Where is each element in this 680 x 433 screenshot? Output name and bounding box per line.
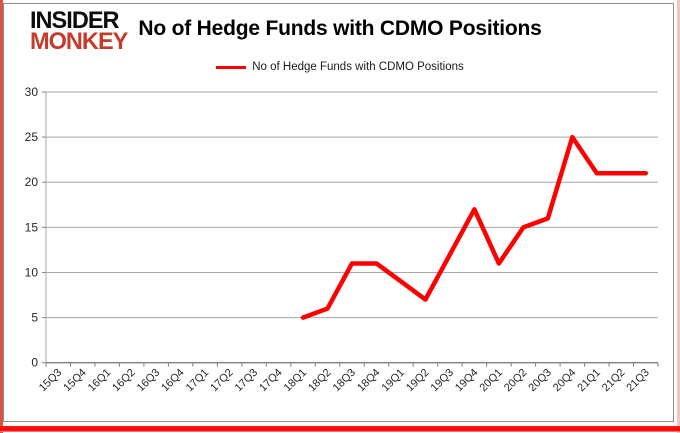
logo-line2: MONKEY <box>30 28 128 55</box>
x-tick-label: 18Q4 <box>355 367 383 395</box>
x-tick-label: 19Q3 <box>429 367 457 395</box>
y-tick-label: 30 <box>25 85 39 99</box>
x-tick-label: 18Q1 <box>282 367 310 395</box>
x-tick-label: 19Q2 <box>404 367 432 395</box>
x-tick-label: 21Q1 <box>575 367 603 395</box>
insider-monkey-logo: INSIDER MONKEY <box>30 7 128 55</box>
x-tick-label: 16Q2 <box>110 367 138 395</box>
x-tick-label: 20Q4 <box>551 367 579 395</box>
x-tick-label: 21Q2 <box>600 367 628 395</box>
x-tick-label: 20Q3 <box>526 367 554 395</box>
data-series-line <box>300 134 649 320</box>
page-frame-bottom <box>0 426 680 432</box>
x-tick-label: 17Q3 <box>233 367 261 395</box>
chart-legend: No of Hedge Funds with CDMO Positions <box>0 61 680 73</box>
logo-line1: INSIDER <box>30 7 120 34</box>
chart-title: No of Hedge Funds with CDMO Positions <box>138 17 542 40</box>
x-tick-label: 20Q2 <box>502 367 530 395</box>
x-tick-label: 17Q2 <box>208 367 236 395</box>
x-tick-label: 19Q4 <box>453 367 481 395</box>
x-tick-label: 17Q4 <box>257 367 285 395</box>
x-tick-label: 16Q3 <box>135 367 163 395</box>
chart-area-border <box>3 3 674 422</box>
y-tick-label: 0 <box>31 356 38 370</box>
legend-line-swatch <box>216 65 247 69</box>
x-tick-label: 18Q3 <box>331 367 359 395</box>
x-tick-label: 19Q1 <box>380 367 408 395</box>
x-tick-label: 21Q3 <box>624 367 652 395</box>
x-tick-label: 18Q2 <box>306 367 334 395</box>
legend-label: No of Hedge Funds with CDMO Positions <box>252 61 464 73</box>
x-tick-label: 20Q1 <box>477 367 505 395</box>
y-tick-label: 5 <box>31 311 38 325</box>
y-tick-label: 10 <box>25 265 39 279</box>
x-tick-label: 16Q1 <box>86 367 114 395</box>
y-tick-label: 25 <box>25 130 39 144</box>
x-tick-label: 15Q3 <box>37 367 65 395</box>
x-tick-label: 16Q4 <box>159 367 187 395</box>
x-tick-label: 17Q1 <box>184 367 212 395</box>
y-tick-label: 15 <box>25 220 39 234</box>
y-tick-label: 20 <box>25 175 39 189</box>
x-tick-label: 15Q4 <box>61 367 89 395</box>
